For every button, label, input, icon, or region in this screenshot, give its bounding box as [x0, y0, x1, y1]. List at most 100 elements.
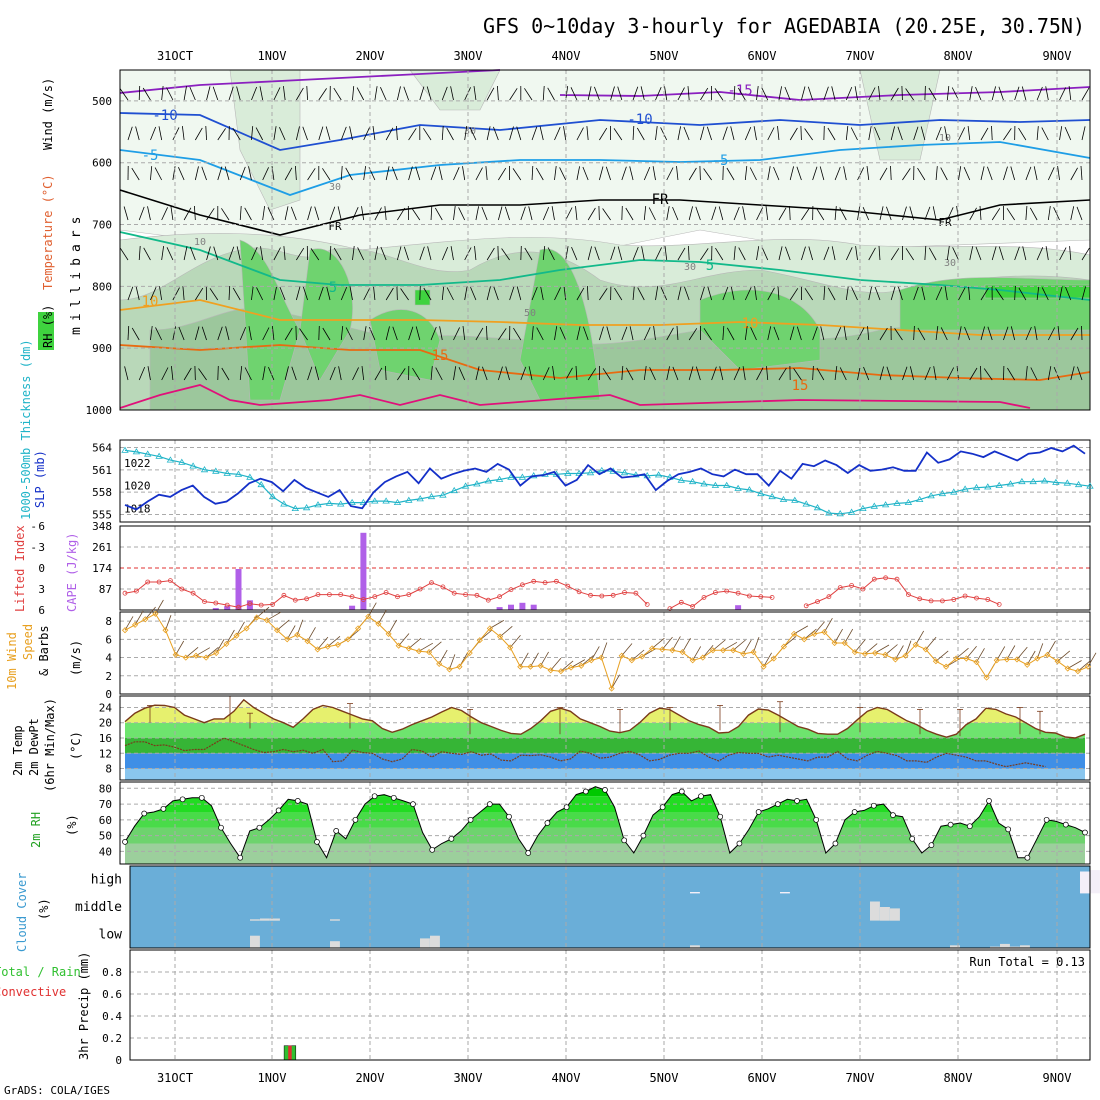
- lifted-index-point: [928, 598, 934, 604]
- wind-barb: [363, 326, 367, 341]
- wind-barb: [1006, 208, 1015, 221]
- wind-barb: [345, 167, 353, 181]
- wind-speed-point: [649, 645, 656, 652]
- rh-point: [890, 812, 896, 818]
- rh-point: [390, 794, 397, 801]
- wind-barb: [991, 246, 997, 261]
- wind-barb: [565, 367, 573, 381]
- wind-barb: [756, 246, 760, 261]
- wind-barb: [1070, 327, 1079, 341]
- thickness-point: [1040, 477, 1049, 484]
- lifted-index-point: [122, 590, 128, 596]
- wind-speed-point: [466, 649, 473, 657]
- wind-barb: [819, 166, 825, 181]
- cloud-bar: [990, 946, 1000, 948]
- wind-barb: [481, 206, 488, 221]
- wind-speed-point: [203, 654, 210, 661]
- wind-barb: [590, 646, 600, 661]
- wind-barb: [583, 326, 589, 341]
- lifted-index-point: [678, 599, 684, 605]
- wind-barb: [469, 127, 477, 141]
- wind-barb: [599, 127, 608, 141]
- wind-barb: [958, 287, 966, 301]
- wind-barb: [329, 366, 336, 381]
- thickness-point: [711, 481, 720, 488]
- wind-barb: [374, 246, 378, 261]
- thickness-point: [779, 495, 788, 502]
- wind-barb: [1036, 286, 1040, 301]
- wind-barb: [719, 366, 724, 381]
- wind-barb: [816, 367, 825, 381]
- rh-point: [198, 794, 205, 801]
- wind-speed-point: [355, 625, 362, 632]
- wind-barb: [333, 87, 342, 101]
- isotherm-label: 15: [432, 348, 449, 364]
- wind-barb: [576, 166, 580, 181]
- wind-speed-point: [801, 636, 808, 643]
- wind-barb: [317, 636, 329, 650]
- wind-speed-point: [486, 625, 493, 632]
- wind-barb: [688, 206, 693, 221]
- wind-axis-label-4: (m/s): [69, 640, 83, 676]
- tick-label: 3NOV: [454, 49, 483, 63]
- wind-barb: [391, 166, 398, 181]
- wind-speed-point: [557, 668, 564, 675]
- wind-barb: [374, 367, 383, 381]
- cape-bar: [360, 532, 367, 610]
- wind-barb: [374, 207, 382, 221]
- lifted-index-point: [463, 592, 469, 597]
- cloud-level-label: low: [99, 927, 123, 942]
- wind-axis-label: Wind (m/s): [41, 78, 55, 150]
- wind-speed-point: [324, 643, 331, 650]
- wind-barb: [571, 246, 578, 261]
- wind-barb: [643, 366, 647, 381]
- temp-ylabel: (6hr Min/Max): [43, 698, 57, 792]
- wind-barb: [306, 85, 308, 101]
- wind-barb: [131, 167, 140, 181]
- tick-label: 1NOV: [258, 1071, 287, 1085]
- wind-barb: [340, 286, 348, 301]
- wind-barb: [890, 126, 895, 141]
- wind-speed-point: [1054, 658, 1061, 665]
- isotherm-20: [119, 384, 1031, 409]
- wind-speed-point: [628, 657, 635, 664]
- wind-barb: [1045, 246, 1049, 261]
- wind-barb: [625, 367, 634, 381]
- wind-barb: [221, 208, 230, 221]
- lifted-index-point: [837, 585, 843, 590]
- wind-barb: [963, 167, 971, 181]
- wind-speed-point: [1024, 661, 1031, 668]
- tick-label: 5NOV: [650, 1071, 679, 1085]
- thickness-point: [915, 495, 924, 502]
- wind-barb: [722, 641, 738, 651]
- precip-convective-bar: [288, 1045, 292, 1060]
- lifted-index-point: [383, 590, 389, 595]
- thickness-point: [1074, 480, 1083, 488]
- wind-barb: [921, 286, 926, 301]
- wind-barb: [605, 166, 611, 181]
- thickness-point: [688, 477, 697, 485]
- lifted-index-point: [270, 602, 276, 607]
- wind-barb: [135, 286, 140, 301]
- wind-barb: [170, 206, 174, 221]
- wind-barb: [531, 326, 534, 341]
- cloud-bar: [780, 892, 790, 894]
- wind-barb: [1047, 327, 1056, 341]
- wind-barb: [1087, 652, 1097, 667]
- wind-barb: [778, 367, 787, 381]
- wind-barb: [599, 166, 604, 181]
- wind-barb: [688, 245, 690, 261]
- wind-barb: [528, 206, 533, 221]
- wind-barb: [142, 87, 151, 101]
- wind-barb: [356, 87, 365, 101]
- wind-ylabel: 10m Wind: [5, 632, 19, 690]
- wind-barb: [411, 208, 421, 221]
- wind-barb: [182, 126, 185, 141]
- temp-ylabel: 2m DewPt: [27, 718, 41, 776]
- wind-barb: [509, 286, 515, 301]
- wind-barb: [1059, 286, 1063, 301]
- wind-speed-point: [284, 636, 291, 643]
- wind-speed-point: [912, 641, 919, 648]
- wind-barb: [161, 246, 164, 261]
- lifted-index-point: [326, 592, 332, 597]
